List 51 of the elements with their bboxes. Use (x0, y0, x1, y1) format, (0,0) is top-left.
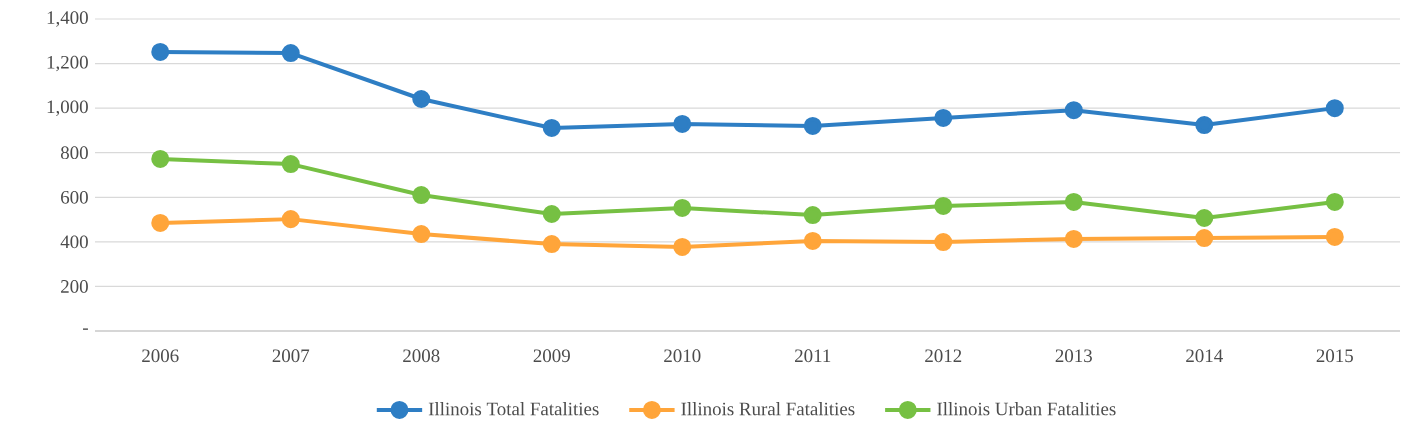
x-tick-label: 2014 (1186, 349, 1223, 363)
x-tick-label: 2008 (403, 349, 440, 363)
point (281, 210, 300, 229)
x-tick-label: 2015 (1316, 349, 1353, 363)
point (1064, 229, 1083, 248)
legend-label: Illinois Total Fatalities (428, 402, 599, 416)
point (542, 235, 561, 254)
y-tick-label: 400 (60, 235, 88, 249)
point (673, 198, 692, 217)
y-tick-label: 600 (61, 190, 88, 204)
point (1325, 99, 1344, 118)
point (1325, 192, 1344, 211)
x-tick-label: 2012 (925, 349, 962, 363)
point (1064, 101, 1083, 120)
point (1195, 209, 1214, 228)
point (1195, 116, 1214, 135)
point (151, 149, 170, 168)
y-tick-label: 1,400 (47, 11, 88, 27)
point (412, 225, 431, 244)
point (542, 118, 561, 137)
point (803, 206, 822, 225)
point (281, 155, 300, 174)
x-tick-label: 2009 (533, 349, 570, 363)
x-tick-label: 2006 (142, 349, 179, 363)
y-tick-label: 800 (60, 146, 88, 160)
point (412, 186, 431, 205)
y-tick-label: 1,000 (47, 100, 88, 116)
point (934, 196, 953, 215)
x-tick-label: 2007 (272, 349, 310, 363)
y-tick-label: 1,200 (47, 55, 88, 72)
point (1195, 229, 1214, 248)
point (542, 205, 561, 223)
legend-label: Illinois Urban Fatalities (937, 402, 1116, 416)
x-tick-label: 2013 (1055, 349, 1092, 363)
point (673, 114, 692, 133)
point (803, 231, 822, 250)
point (281, 44, 300, 63)
point (1325, 227, 1344, 246)
legend-label: Illinois Rural Fatalities (681, 402, 855, 416)
point (1064, 192, 1083, 211)
y-tick-label: 200 (61, 280, 88, 293)
point (673, 237, 692, 256)
point (151, 213, 170, 232)
point (934, 108, 953, 127)
point (803, 116, 822, 135)
point (151, 42, 170, 61)
y-tick-label: - (83, 328, 88, 330)
x-tick-label: 2011 (795, 349, 831, 363)
x-tick-label: 2010 (664, 349, 701, 363)
point (412, 90, 431, 109)
point (934, 233, 953, 252)
